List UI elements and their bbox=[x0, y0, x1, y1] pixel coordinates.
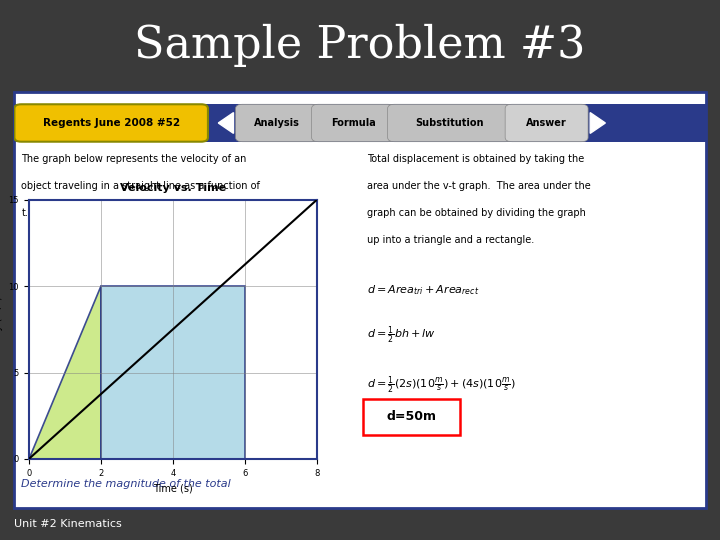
Text: object traveling in a straight line as a function of: object traveling in a straight line as a… bbox=[22, 181, 260, 191]
Text: Answer: Answer bbox=[526, 118, 567, 128]
Text: Total displacement is obtained by taking the: Total displacement is obtained by taking… bbox=[367, 154, 584, 164]
Polygon shape bbox=[29, 286, 101, 459]
Text: $d = \frac{1}{2}bh + lw$: $d = \frac{1}{2}bh + lw$ bbox=[367, 325, 436, 346]
FancyBboxPatch shape bbox=[14, 92, 706, 508]
Y-axis label: Velocity (m/s): Velocity (m/s) bbox=[0, 296, 3, 363]
Title: Velocity vs. Time: Velocity vs. Time bbox=[120, 184, 226, 193]
Text: Unit #2 Kinematics: Unit #2 Kinematics bbox=[14, 519, 122, 529]
Polygon shape bbox=[218, 112, 233, 133]
FancyBboxPatch shape bbox=[14, 104, 706, 141]
Text: $d = \frac{1}{2}(2s)(10\frac{m}{s}) + (4s)(10\frac{m}{s})$: $d = \frac{1}{2}(2s)(10\frac{m}{s}) + (4… bbox=[367, 375, 516, 396]
FancyBboxPatch shape bbox=[312, 104, 395, 141]
FancyBboxPatch shape bbox=[364, 400, 460, 435]
Polygon shape bbox=[590, 112, 606, 133]
Polygon shape bbox=[101, 286, 245, 459]
Text: d=50m: d=50m bbox=[387, 410, 437, 423]
Text: t.: t. bbox=[22, 208, 28, 218]
FancyBboxPatch shape bbox=[14, 104, 208, 141]
Text: Analysis: Analysis bbox=[254, 118, 300, 128]
FancyBboxPatch shape bbox=[235, 104, 318, 141]
Text: area under the v-t graph.  The area under the: area under the v-t graph. The area under… bbox=[367, 181, 590, 191]
Text: Determine the magnitude of the total: Determine the magnitude of the total bbox=[22, 479, 231, 489]
FancyBboxPatch shape bbox=[505, 104, 588, 141]
Text: Regents June 2008 #52: Regents June 2008 #52 bbox=[42, 118, 180, 128]
Text: graph can be obtained by dividing the graph: graph can be obtained by dividing the gr… bbox=[367, 208, 586, 218]
Text: Formula: Formula bbox=[330, 118, 375, 128]
Text: The graph below represents the velocity of an: The graph below represents the velocity … bbox=[22, 154, 247, 164]
Text: $d = Area_{tri} + Area_{rect}$: $d = Area_{tri} + Area_{rect}$ bbox=[367, 283, 480, 297]
X-axis label: Time (s): Time (s) bbox=[153, 483, 193, 493]
FancyBboxPatch shape bbox=[387, 104, 512, 141]
Text: up into a triangle and a rectangle.: up into a triangle and a rectangle. bbox=[367, 235, 534, 245]
Text: Sample Problem #3: Sample Problem #3 bbox=[135, 24, 585, 68]
Text: Substitution: Substitution bbox=[415, 118, 484, 128]
